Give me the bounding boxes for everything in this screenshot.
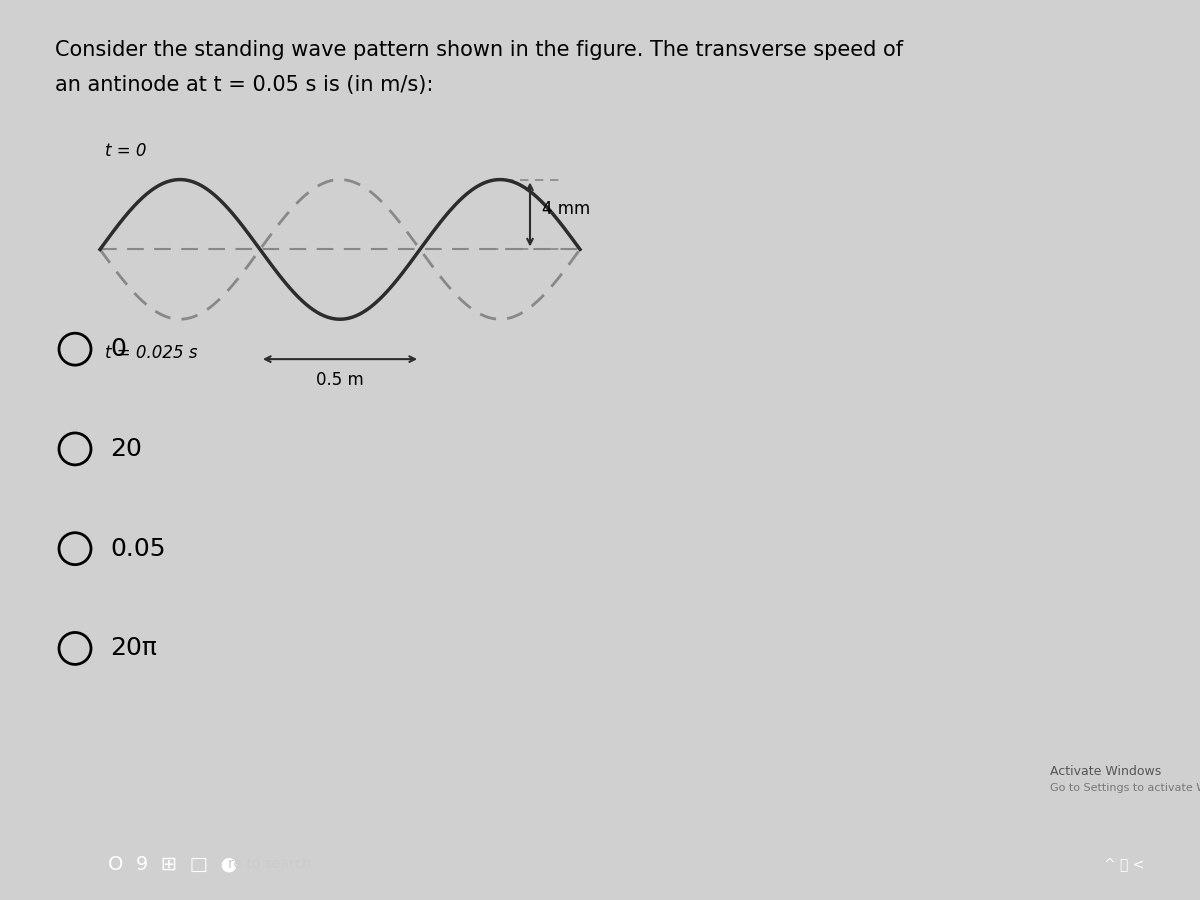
Text: O  9  ⊞  □  ●: O 9 ⊞ □ ●: [108, 854, 238, 874]
Text: 0: 0: [110, 338, 126, 361]
Text: 4 mm: 4 mm: [542, 201, 590, 219]
Text: t = 0: t = 0: [106, 141, 146, 159]
Text: 0.5 m: 0.5 m: [316, 371, 364, 389]
Text: re to search: re to search: [228, 857, 311, 871]
Text: Go to Settings to activate Windows.: Go to Settings to activate Windows.: [1050, 783, 1200, 793]
Text: 20π: 20π: [110, 636, 157, 661]
Text: Consider the standing wave pattern shown in the figure. The transverse speed of: Consider the standing wave pattern shown…: [55, 40, 904, 60]
Text: ^ 🔊 <: ^ 🔊 <: [1104, 857, 1145, 871]
Text: t = 0.025 s: t = 0.025 s: [106, 344, 198, 362]
Text: 0.05: 0.05: [110, 536, 166, 561]
Text: Activate Windows: Activate Windows: [1050, 765, 1162, 778]
Text: an antinode at t = 0.05 s is (in m/s):: an antinode at t = 0.05 s is (in m/s):: [55, 75, 433, 94]
Text: 20: 20: [110, 436, 142, 461]
